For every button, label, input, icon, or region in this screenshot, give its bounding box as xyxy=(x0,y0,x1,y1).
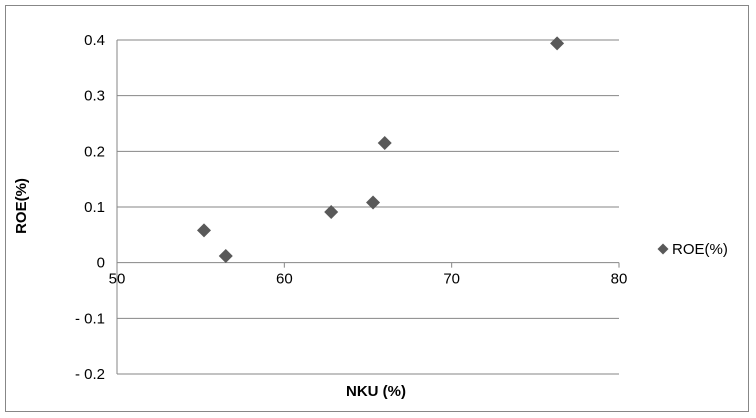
data-point xyxy=(550,36,565,51)
axes xyxy=(116,40,620,374)
data-point xyxy=(324,205,339,220)
y-tick-label: - 0.2 xyxy=(75,366,105,383)
data-point xyxy=(197,223,212,238)
y-tick-label: 0.3 xyxy=(84,88,105,105)
legend: ROE(%) xyxy=(657,241,728,258)
chart-area: 0.4 0.3 0.2 0.1 0- 0.1- 0.2 50 60 70 80 ROE(%) … xyxy=(5,5,749,412)
y-tick-label: - 0.1 xyxy=(75,310,105,327)
y-tick-label: 0.1 xyxy=(84,199,105,216)
y-tick-label: 0 xyxy=(97,255,105,272)
data-point xyxy=(377,135,392,150)
x-tick-label: 60 xyxy=(276,271,293,288)
y-axis-title: ROE(%) xyxy=(13,178,30,234)
data-point xyxy=(366,195,381,210)
y-tick-label: 0.2 xyxy=(84,143,105,160)
x-axis-title: NKU (%) xyxy=(346,383,406,400)
legend-marker-icon xyxy=(657,243,669,255)
x-tick-labels: 50 60 70 80 xyxy=(109,271,628,288)
scatter-chart: 0.40.30.20.10- 0.1- 0.2 50 60 70 80 ROE(%) … xyxy=(13,32,728,400)
data-points xyxy=(197,36,565,263)
x-tick-label: 80 xyxy=(611,271,628,288)
x-tick-label: 50 xyxy=(109,271,126,288)
gridlines xyxy=(117,39,619,375)
y-tick-label: 0.4 xyxy=(84,32,105,49)
y-tick-labels: 0.4 0.3 0.2 0.1 0 - 0.1 - 0.2 xyxy=(75,32,105,383)
data-point xyxy=(218,248,233,263)
x-tick-label: 70 xyxy=(443,271,460,288)
legend-label: ROE(%) xyxy=(672,241,728,258)
